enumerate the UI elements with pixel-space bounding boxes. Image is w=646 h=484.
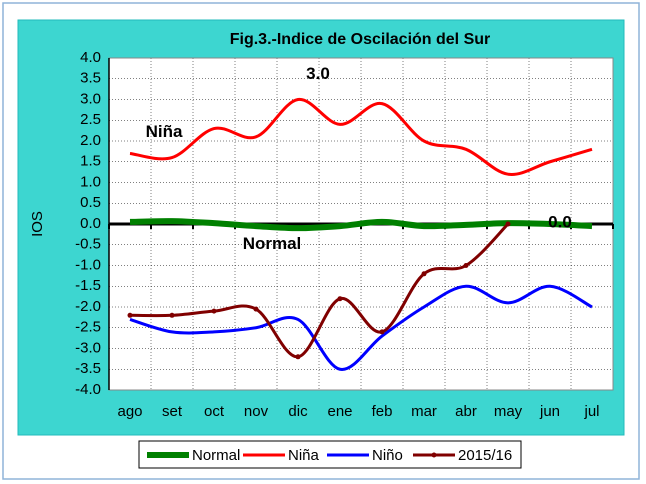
y-tick-label: 1.0 [80,173,101,190]
y-tick-label: -4.0 [75,381,101,398]
y-tick-label: 2.5 [80,111,101,128]
marker [505,221,511,227]
chart-title: Fig.3.-Indice de Oscilación del Sur [230,31,491,48]
x-tick-label: mar [411,403,437,420]
marker [211,308,217,314]
y-tick-label: -1.5 [75,277,101,294]
y-axis-label: IOS [29,211,46,237]
x-tick-label: oct [204,403,225,420]
annotation: Niña [146,122,183,141]
y-tick-label: -1.0 [75,256,101,273]
annotation: Normal [243,234,302,253]
legend-label: Niño [372,447,403,464]
marker [379,329,385,335]
x-tick-label: feb [372,403,393,420]
x-tick-label: abr [455,403,477,420]
series-line [129,222,510,359]
marker [463,263,469,268]
annotation: 0.0 [548,213,572,232]
marker [337,296,343,302]
annotation: 3.0 [306,64,330,83]
y-tick-label: -2.0 [75,298,101,315]
series-line [129,97,593,176]
legend-label: Niña [288,447,320,464]
x-tick-label: jul [583,403,599,420]
marker [295,354,301,360]
x-tick-label: may [494,403,523,420]
marker [127,312,133,318]
legend-label: 2015/16 [458,447,512,464]
x-tick-label: ago [117,403,142,420]
y-tick-label: -2.5 [75,319,101,336]
y-tick-label: 4.0 [80,49,101,66]
y-tick-label: 1.5 [80,153,101,170]
y-tick-label: 0.5 [80,194,101,211]
x-tick-label: dic [288,403,308,420]
marker [421,271,427,277]
x-tick-label: ene [327,403,352,420]
y-tick-label: 3.0 [80,90,101,107]
y-tick-label: -3.5 [75,360,101,377]
x-tick-label: nov [244,403,269,420]
legend-label: Normal [192,447,240,464]
y-tick-label: 2.0 [80,132,101,149]
marker [169,312,175,318]
x-tick-label: jun [539,403,560,420]
marker [253,306,259,312]
y-tick-label: 3.5 [80,70,101,87]
y-tick-label: 0.0 [80,215,101,232]
series-line [129,284,593,371]
series-line [129,218,593,232]
y-tick-label: -0.5 [75,236,101,253]
x-tick-label: set [162,403,183,420]
legend-marker [431,452,437,458]
y-tick-label: -3.0 [75,339,101,356]
